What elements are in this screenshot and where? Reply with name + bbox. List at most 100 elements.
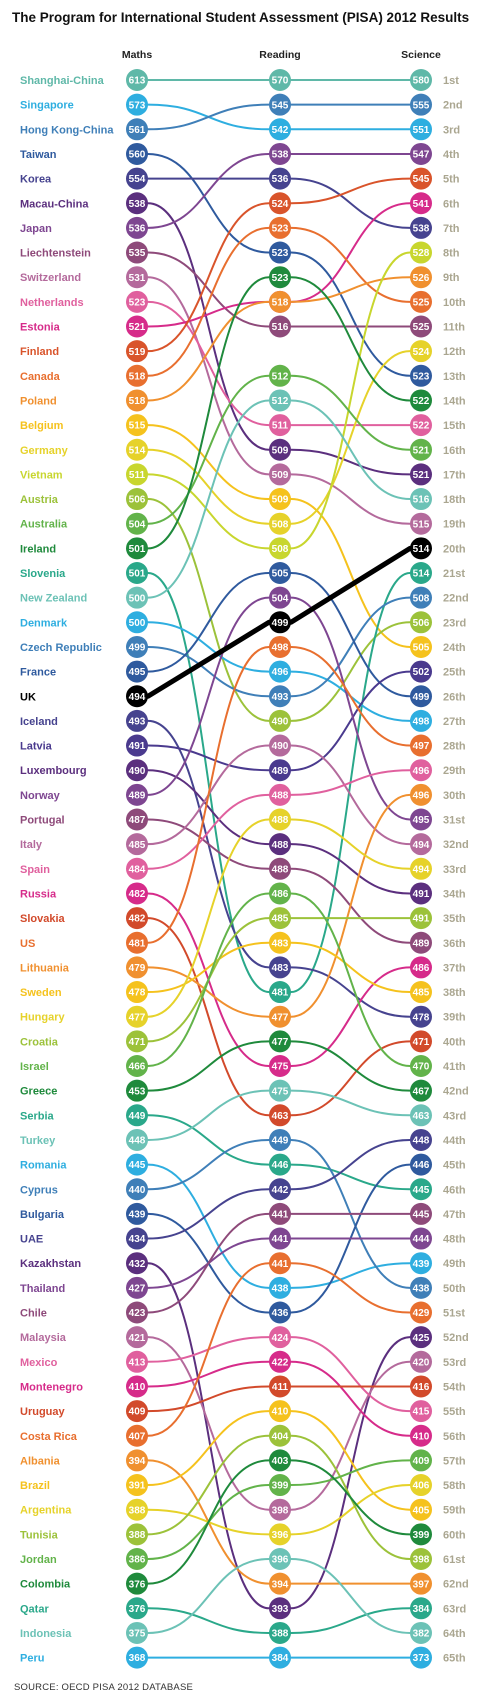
country-label-croatia: Croatia (20, 1036, 59, 1048)
score-circle-reading-latvia (269, 759, 291, 782)
connector-line-singapore (137, 103, 421, 131)
score-circle-science-us (410, 734, 432, 757)
score-label-reading-japan: 538 (272, 150, 289, 161)
score-label-reading-brazil: 410 (272, 1407, 289, 1418)
score-label-reading-norway: 504 (272, 593, 289, 604)
score-label-maths-thailand: 427 (129, 1283, 146, 1294)
score-label-reading-croatia: 485 (272, 914, 289, 925)
score-label-science-hong-kong-china: 555 (413, 100, 430, 111)
rank-label: 61st (443, 1554, 465, 1566)
score-label-reading-ireland: 523 (272, 273, 289, 284)
score-label-maths-luxembourg: 490 (129, 766, 146, 777)
score-label-maths-new-zealand: 500 (129, 593, 146, 604)
score-circle-reading-israel (269, 882, 291, 905)
score-label-science-korea: 538 (413, 224, 430, 235)
connector-line-bulgaria (137, 1163, 421, 1314)
rank-label: 56th (443, 1431, 466, 1443)
score-circle-science-indonesia (410, 1621, 432, 1644)
rank-label: 37th (443, 962, 466, 974)
score-circle-science-uae (410, 1128, 432, 1151)
score-circle-maths-shanghai-china (126, 69, 148, 91)
score-circle-maths-switzerland (126, 266, 148, 289)
rank-label: 47th (443, 1209, 466, 1221)
score-label-science-netherlands: 522 (413, 421, 430, 432)
rank-label: 44th (443, 1135, 466, 1147)
country-label-taiwan: Taiwan (20, 149, 57, 161)
score-circle-science-peru (410, 1646, 432, 1669)
score-label-maths-hungary: 477 (129, 1012, 146, 1023)
score-circle-maths-montenegro (126, 1375, 148, 1398)
connector-line-australia (137, 374, 421, 525)
connector-line-uruguay (137, 1385, 421, 1413)
score-circle-maths-macau-china (126, 192, 148, 215)
score-label-reading-liechtenstein: 516 (272, 322, 289, 333)
score-label-science-bulgaria: 446 (413, 1160, 430, 1171)
score-label-maths-mexico: 413 (129, 1357, 146, 1368)
country-label-shanghai-china: Shanghai-China (20, 75, 105, 87)
connector-line-albania (137, 1459, 421, 1585)
score-circle-maths-us (126, 931, 148, 954)
connector-line-netherlands (137, 300, 421, 427)
rank-label: 42nd (443, 1086, 469, 1098)
score-circle-science-italy (410, 833, 432, 856)
rank-label: 53rd (443, 1357, 466, 1369)
score-label-reading-new-zealand: 512 (272, 396, 289, 407)
rank-label: 40th (443, 1036, 466, 1048)
score-circle-maths-canada (126, 364, 148, 387)
country-label-hong-kong-china: Hong Kong-China (20, 124, 114, 136)
score-label-maths-norway: 489 (129, 790, 146, 801)
score-circle-science-singapore (410, 118, 432, 141)
rank-label: 13th (443, 371, 466, 383)
score-label-science-brazil: 405 (413, 1505, 430, 1516)
country-label-new-zealand: New Zealand (20, 593, 87, 605)
score-label-science-thailand: 444 (413, 1234, 430, 1245)
score-label-reading-czech-republic: 493 (272, 692, 289, 703)
score-circle-maths-colombia (126, 1572, 148, 1595)
score-label-science-argentina: 406 (413, 1481, 430, 1492)
score-circle-science-hungary (410, 857, 432, 880)
score-label-maths-montenegro: 410 (129, 1382, 146, 1393)
connector-line-montenegro (137, 1360, 421, 1437)
score-label-science-luxembourg: 491 (413, 889, 430, 900)
score-circle-maths-germany (126, 438, 148, 461)
score-circle-maths-chile (126, 1301, 148, 1324)
score-circle-science-netherlands (410, 414, 432, 437)
country-label-germany: Germany (20, 445, 69, 457)
country-label-tunisia: Tunisia (20, 1529, 59, 1541)
score-circle-maths-vietnam (126, 463, 148, 486)
score-label-reading-italy: 490 (272, 741, 289, 752)
score-circle-science-norway (410, 808, 432, 831)
score-label-science-czech-republic: 508 (413, 593, 430, 604)
rank-label: 60th (443, 1529, 466, 1541)
score-circle-science-chile (410, 1202, 432, 1225)
connector-line-kazakhstan (137, 1262, 421, 1610)
score-label-reading-canada: 523 (272, 224, 289, 235)
score-label-maths-romania: 445 (129, 1160, 146, 1171)
score-circle-reading-cyprus (269, 1128, 291, 1151)
score-circle-reading-vietnam (269, 537, 291, 560)
connector-line-hungary (137, 818, 421, 1018)
country-label-japan: Japan (20, 223, 52, 235)
score-label-maths-uae: 434 (129, 1234, 146, 1245)
score-circle-maths-greece (126, 1079, 148, 1102)
score-label-science-finland: 545 (413, 174, 430, 185)
score-circle-maths-bulgaria (126, 1202, 148, 1225)
score-circle-reading-colombia (269, 1449, 291, 1472)
connector-line-thailand (137, 1237, 421, 1289)
chart-title: The Program for International Student As… (12, 10, 470, 25)
score-circle-science-denmark (410, 709, 432, 732)
score-circle-science-slovakia (410, 1030, 432, 1053)
score-circle-maths-taiwan (126, 142, 148, 165)
score-circle-reading-tunisia (269, 1424, 291, 1447)
rank-label: 31st (443, 815, 465, 827)
country-label-albania: Albania (20, 1455, 61, 1467)
score-label-maths-argentina: 388 (129, 1505, 146, 1516)
score-circle-science-czech-republic (410, 586, 432, 609)
score-label-science-indonesia: 382 (413, 1629, 430, 1640)
country-label-denmark: Denmark (20, 617, 68, 629)
score-label-reading-denmark: 496 (272, 667, 289, 678)
score-label-science-russia: 486 (413, 963, 430, 974)
score-circle-reading-france (269, 562, 291, 584)
score-label-reading-bulgaria: 436 (272, 1308, 289, 1319)
